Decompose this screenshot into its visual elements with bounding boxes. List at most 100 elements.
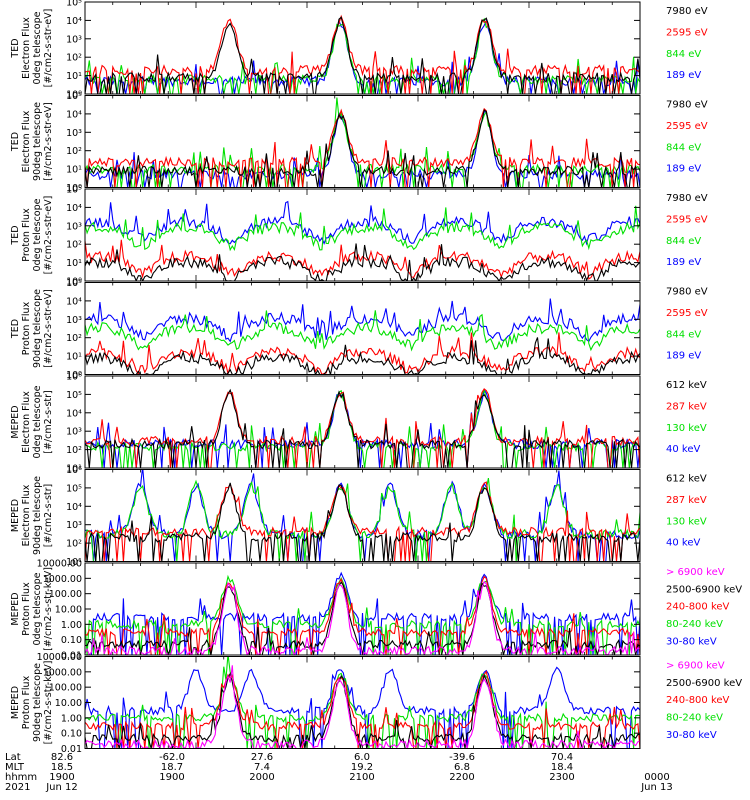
y-tick-label: 10⁶ [66,465,82,476]
legend-entry-green: 844 eV [666,329,701,340]
panel-3-series [85,200,640,281]
y-tick-label: 0.01 [61,744,82,755]
x-lat-value: 6.0 [354,752,370,763]
legend-entry-blue: 189 eV [666,351,701,362]
y-tick-label: 10⁰ [66,277,82,288]
series-line-green [85,205,640,252]
y-axis-label: TEDProton Flux90deg telescope[#/cm2-s-st… [10,289,54,368]
y-tick-label: 10⁴ [66,408,82,419]
series-line-red [85,575,640,655]
y-tick-label: 10⁵ [66,91,82,102]
x-hhmm-value: 2000 [249,772,274,783]
legend-entry-red: 240-800 keV [666,695,730,706]
y-tick-label: 10³ [66,221,82,232]
y-tick-label: 10⁴ [66,296,82,307]
y-tick-label: 10⁴ [66,109,82,120]
panel-5-series [85,388,640,468]
legend-entry-blue: 189 eV [666,70,701,81]
y-tick-label: 1.00 [61,713,82,724]
series-line-black [85,109,640,188]
legend-entry-red: 2595 eV [666,121,708,132]
y-tick-label: 0.10 [61,635,82,646]
y-tick-label: 10¹ [66,71,82,82]
legend-entry-black: 7980 eV [666,193,708,204]
panel-7-series [85,571,640,655]
y-tick-label: 10³ [66,128,82,139]
y-axis-label: TEDProton Flux0deg telescope[#/cm2-s-str… [10,196,54,275]
y-tick-label: 10³ [66,427,82,438]
legend-entry-green: 844 eV [666,142,701,153]
y-tick-label: 100.00 [49,683,82,694]
y-tick-label: 10² [66,445,82,456]
y-tick-label: 10⁵ [66,0,82,9]
legend-entry-blue: 30-80 keV [666,636,717,647]
legend-entry-green: 80-240 keV [666,619,723,630]
y-tick-label: 10¹ [66,464,82,475]
x-hhmm-value: 2100 [349,772,374,783]
y-tick-label: 10⁵ [66,278,82,289]
legend-entry-black: 612 keV [666,474,707,485]
y-tick-label: 10⁴ [66,203,82,214]
legend-entry-black: 7980 eV [666,287,708,298]
panel-2: 10⁰ 10¹ 10² 10³ 10⁴ 10⁵ TEDElectron Flux90deg … [10,91,708,194]
legend-entry-black: 2500-6900 keV [666,678,742,689]
legend-entry-red: 240-800 keV [666,602,730,613]
series-line-green [85,656,640,749]
y-tick-label: 0.01 [61,651,82,662]
legend-entry-green: 130 keV [666,423,707,434]
y-tick-label: 10³ [66,520,82,531]
y-tick-label: 10⁴ [66,502,82,513]
y-tick-label: 10² [66,53,82,64]
panel-1: 10⁰ 10¹ 10² 10³ 10⁴ 10⁵ TEDElectron Flux0deg t… [10,0,708,101]
y-tick-label: 10⁵ [66,483,82,494]
series-line-black [85,672,640,749]
y-tick-label: 10³ [66,315,82,326]
y-tick-label: 0.10 [61,729,82,740]
panel-6-series [85,469,640,562]
panel-frame [84,656,641,749]
x-row-label: hhmm [5,772,37,783]
panel-8: 0.01 0.10 1.00 10.00 100.00 1000.00 10000.00ME… [10,652,742,755]
x-lat-value: -62.0 [159,752,185,763]
x-mlt-value: 19.2 [351,762,373,773]
y-tick-label: 10¹ [66,557,82,568]
y-axis-label: MEPEDProton Flux90deg telescope[#/cm2-s-… [10,661,54,745]
legend-entry-magenta: > 6900 keV [666,567,725,578]
series-line-red [85,388,640,468]
series-line-red [85,14,640,94]
x-date-value: Jun 13 [640,782,673,793]
legend-entry-blue: 40 keV [666,538,700,549]
legend-entry-red: 2595 eV [666,214,708,225]
series-line-blue [85,666,640,749]
series-line-green [85,574,640,655]
series-line-red [85,670,640,749]
x-row-label: Lat [5,752,21,763]
y-tick-label: 1.00 [61,620,82,631]
series-line-green [85,388,640,468]
y-axis-label: MEPEDElectron Flux90deg telescope[#/cm2-… [10,476,54,555]
series-line-red [85,239,640,280]
y-tick-label: 10³ [66,34,82,45]
y-tick-label: 10.00 [55,698,82,709]
y-tick-label: 10¹ [66,258,82,269]
series-line-black [85,482,640,562]
series-line-blue [85,200,640,246]
y-tick-label: 1000.00 [43,574,82,585]
legend-entry-blue: 189 eV [666,257,701,268]
y-tick-label: 10² [66,146,82,157]
legend-entry-black: 2500-6900 keV [666,584,742,595]
series-line-black [85,388,640,468]
x-mlt-value: 18.5 [51,762,73,773]
y-tick-label: 10⁰ [66,90,82,101]
y-tick-label: 10⁰ [66,183,82,194]
x-lat-value: 82.6 [51,752,73,763]
legend-entry-magenta: > 6900 keV [666,661,725,672]
x-row-label: 2021 [5,782,30,793]
x-hhmm-value: 2300 [549,772,574,783]
legend-entry-black: 7980 eV [666,100,708,111]
series-line-magenta [85,580,640,655]
series-line-black [85,16,640,94]
y-tick-label: 10000.00 [37,652,82,663]
